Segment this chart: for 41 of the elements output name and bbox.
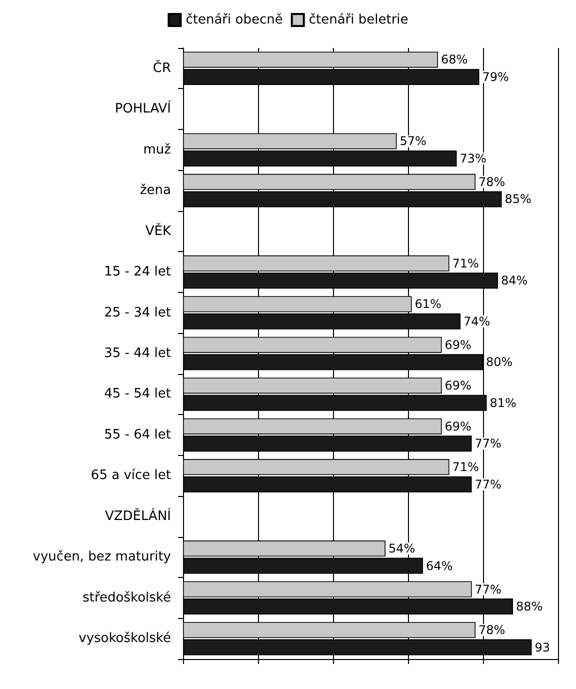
y-tick-label: vysokoškolské <box>78 631 171 646</box>
y-tick-label: středoškolské <box>82 590 171 606</box>
data-label: 78% <box>478 174 506 189</box>
legend-label: čtenáři obecně <box>186 12 283 28</box>
data-label: 88% <box>516 600 543 614</box>
y-tick-label: VZDĚLÁNÍ <box>104 506 172 524</box>
y-tick-label: muž <box>143 142 172 158</box>
data-label: 69% <box>444 378 472 393</box>
data-label: 54% <box>388 542 416 556</box>
y-tick-label: 35 - 44 let <box>104 346 171 361</box>
data-label: 73% <box>460 151 486 166</box>
data-label: 93 <box>534 640 550 654</box>
data-label: 77% <box>474 582 502 596</box>
data-label: 71% <box>452 256 479 270</box>
data-label: 84% <box>501 274 528 288</box>
data-label: 64% <box>426 558 453 573</box>
data-label: 77% <box>474 477 502 492</box>
data-label: 57% <box>400 134 426 148</box>
data-label: 78% <box>478 622 506 637</box>
data-label: 80% <box>486 355 513 370</box>
data-label: 74% <box>464 314 490 328</box>
y-tick-label: 55 - 64 let <box>104 427 171 442</box>
y-tick-label: 25 - 34 let <box>104 305 171 320</box>
data-label: 69% <box>444 419 472 434</box>
y-tick-label: 45 - 54 let <box>104 386 171 402</box>
y-tick-label: POHLAVÍ <box>114 100 172 117</box>
y-tick-label: VĚK <box>145 222 172 239</box>
data-label: 81% <box>490 396 516 410</box>
data-label: 79% <box>482 70 509 84</box>
data-label: 77% <box>474 436 502 451</box>
data-label: 61% <box>414 297 442 312</box>
y-tick-label: ČR <box>152 58 171 76</box>
legend-label: čtenáři beletrie <box>308 12 408 28</box>
data-label: 68% <box>441 52 468 67</box>
y-tick-label: žena <box>140 183 171 198</box>
y-tick-label: 65 a více let <box>90 468 171 484</box>
data-label: 69% <box>444 338 472 352</box>
y-tick-label: vyučen, bez maturity <box>32 550 172 565</box>
data-label: 71% <box>452 460 479 474</box>
data-label: 85% <box>504 192 532 206</box>
y-tick-label: 15 - 24 let <box>104 264 171 280</box>
